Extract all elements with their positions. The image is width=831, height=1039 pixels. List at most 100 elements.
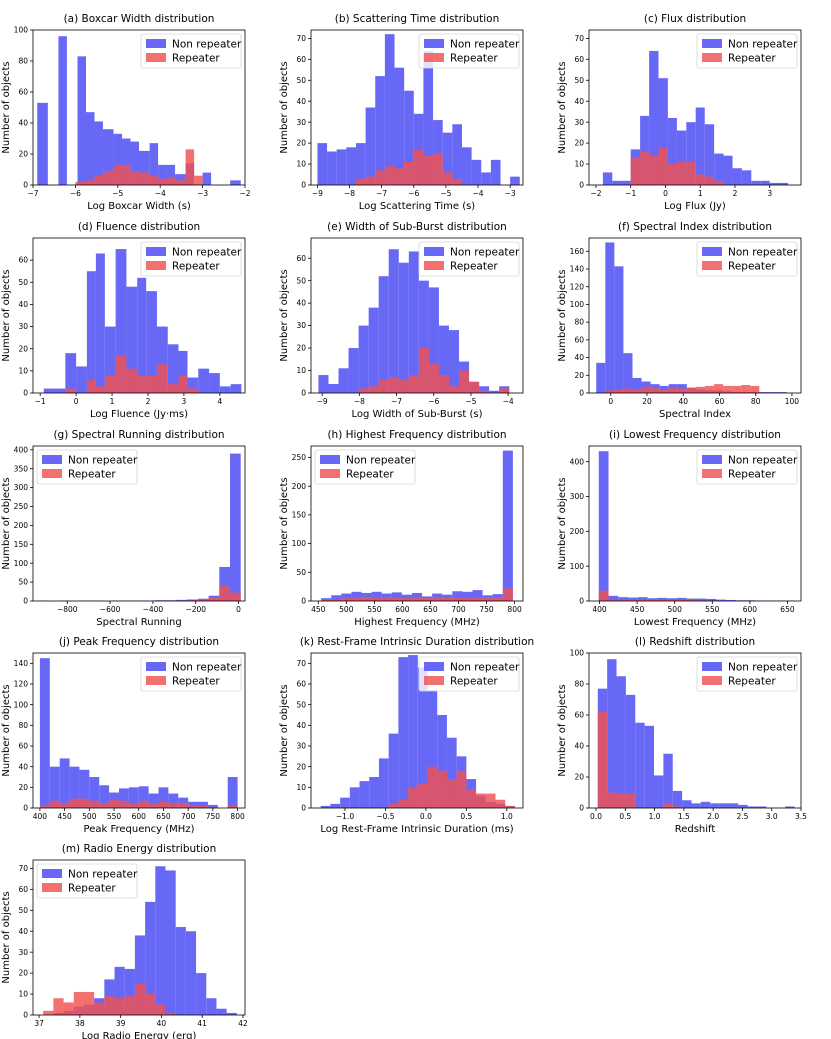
histogram-bar [417,667,428,808]
histogram-bar [623,388,633,393]
x-tick-label: 550 [107,812,122,821]
axes-frame [588,29,802,186]
histogram-bar [227,777,238,808]
y-tick-label: 20 [18,344,28,353]
y-axis-label: Number of objects [557,477,568,569]
histogram-bar [418,348,429,393]
histogram-bar [130,141,139,185]
chart-panel: 37 38 39 40 41 42 0 10 20 30 40 50 60 70 (m) Radio Ene… [1,843,248,1039]
histogram-bar [167,384,179,393]
y-axis-label: Number of objects [1,61,12,153]
x-tick-label: 700 [181,812,196,821]
histogram-bar [102,129,114,185]
y-tick-label: 50 [18,578,28,587]
histogram-bar [39,658,50,808]
histogram-bar [146,291,157,393]
x-tick-label: 800 [230,812,245,821]
y-tick-label: 60 [18,256,28,265]
chart-title: (k) Rest-Frame Intrinsic Duration distri… [300,636,534,648]
y-tick-label: 40 [574,742,584,751]
histogram-bar [65,388,77,393]
histogram-bar [667,117,677,185]
histogram-bar [43,1010,54,1015]
histogram-bar [145,994,156,1015]
histogram-bar [605,242,615,393]
histogram-bar [79,769,90,808]
y-tick-label: 100 [292,539,307,548]
x-axis-label: Peak Frequency (MHz) [84,824,195,835]
chart-panel: 0 20 40 60 80 100 0 20 40 60 80 100 120 140 160 (f) Spe… [557,221,802,420]
y-tick-label: 100 [570,300,585,309]
x-tick-label: 4 [217,397,222,406]
histogram-bar [686,122,696,185]
histogram-bar [145,901,156,1015]
chart-panel: −7 −6 −5 −4 −3 −2 0 20 40 60 80 100 (a) Boxcar Width… [1,13,251,212]
histogram-bar [394,168,405,185]
histogram-bar [659,385,669,393]
histogram-bar [158,801,169,808]
y-tick-label: 200 [570,527,585,536]
histogram-bar [137,375,147,393]
histogram-bar [219,386,231,393]
histogram-bar [176,599,188,601]
y-tick-label: 60 [18,88,28,97]
x-axis-label: Lowest Frequency (MHz) [634,617,756,628]
histogram-bar [175,927,186,1015]
y-tick-label: 20 [18,969,28,978]
histogram-bar [446,737,457,808]
histogram-bar [704,176,715,185]
legend-label: Repeater [728,469,776,481]
histogram-bar [118,788,129,808]
histogram-bar [104,375,116,393]
x-tick-label: 600 [743,605,758,614]
x-tick-label: −200 [185,605,206,614]
histogram-bar [616,794,626,808]
y-tick-label: 0 [23,804,28,813]
histogram-bar [320,805,331,808]
histogram-bar [369,777,379,808]
x-tick-label: 1.0 [501,812,513,821]
histogram-bar [230,180,241,185]
histogram-bar [658,78,668,185]
y-axis-label: Number of objects [557,269,568,361]
histogram-bar [37,102,48,185]
x-tick-label: −8 [344,189,355,198]
histogram-bar [686,598,697,601]
histogram-bar [747,806,758,808]
histogram-bar [723,155,733,185]
histogram-bar [658,147,668,185]
repeater-series [39,798,238,808]
x-tick-label: −600 [100,605,121,614]
histogram-bar [359,781,370,808]
legend: Non repeater Repeater [140,33,242,69]
histogram-bar [623,353,633,393]
x-tick-label: −3 [505,189,516,198]
y-tick-label: 120 [570,282,585,291]
histogram-bar [134,935,146,1015]
histogram-bar [452,591,463,601]
legend-label: Repeater [68,469,116,481]
chart-panel: 0.0 0.5 1.0 1.5 2.0 2.5 3.0 3.5 0 20 40 60 80 100 (l) … [557,636,807,835]
x-tick-label: −5 [112,189,123,198]
histogram-bar [621,180,631,185]
histogram-bar [768,392,778,393]
histogram-bar [667,599,677,601]
legend-swatch [320,455,340,464]
y-tick-label: 100 [14,559,29,568]
y-tick-label: 30 [18,322,28,331]
histogram-bar [321,599,332,601]
y-axis-label: Number of objects [557,61,568,153]
histogram-bar [432,597,443,601]
histogram-bar [432,593,443,601]
x-tick-label: 600 [395,605,410,614]
histogram-bar [230,592,241,601]
histogram-bar [401,594,412,601]
repeater-series [43,983,176,1015]
x-tick-label: 0 [236,605,241,614]
y-tick-label: 80 [18,57,28,66]
y-tick-label: 30 [18,948,28,957]
histogram-bar [682,800,692,808]
chart-title: (d) Fluence distribution [78,221,200,233]
axes-frame [32,445,246,602]
histogram-bar [49,766,60,808]
